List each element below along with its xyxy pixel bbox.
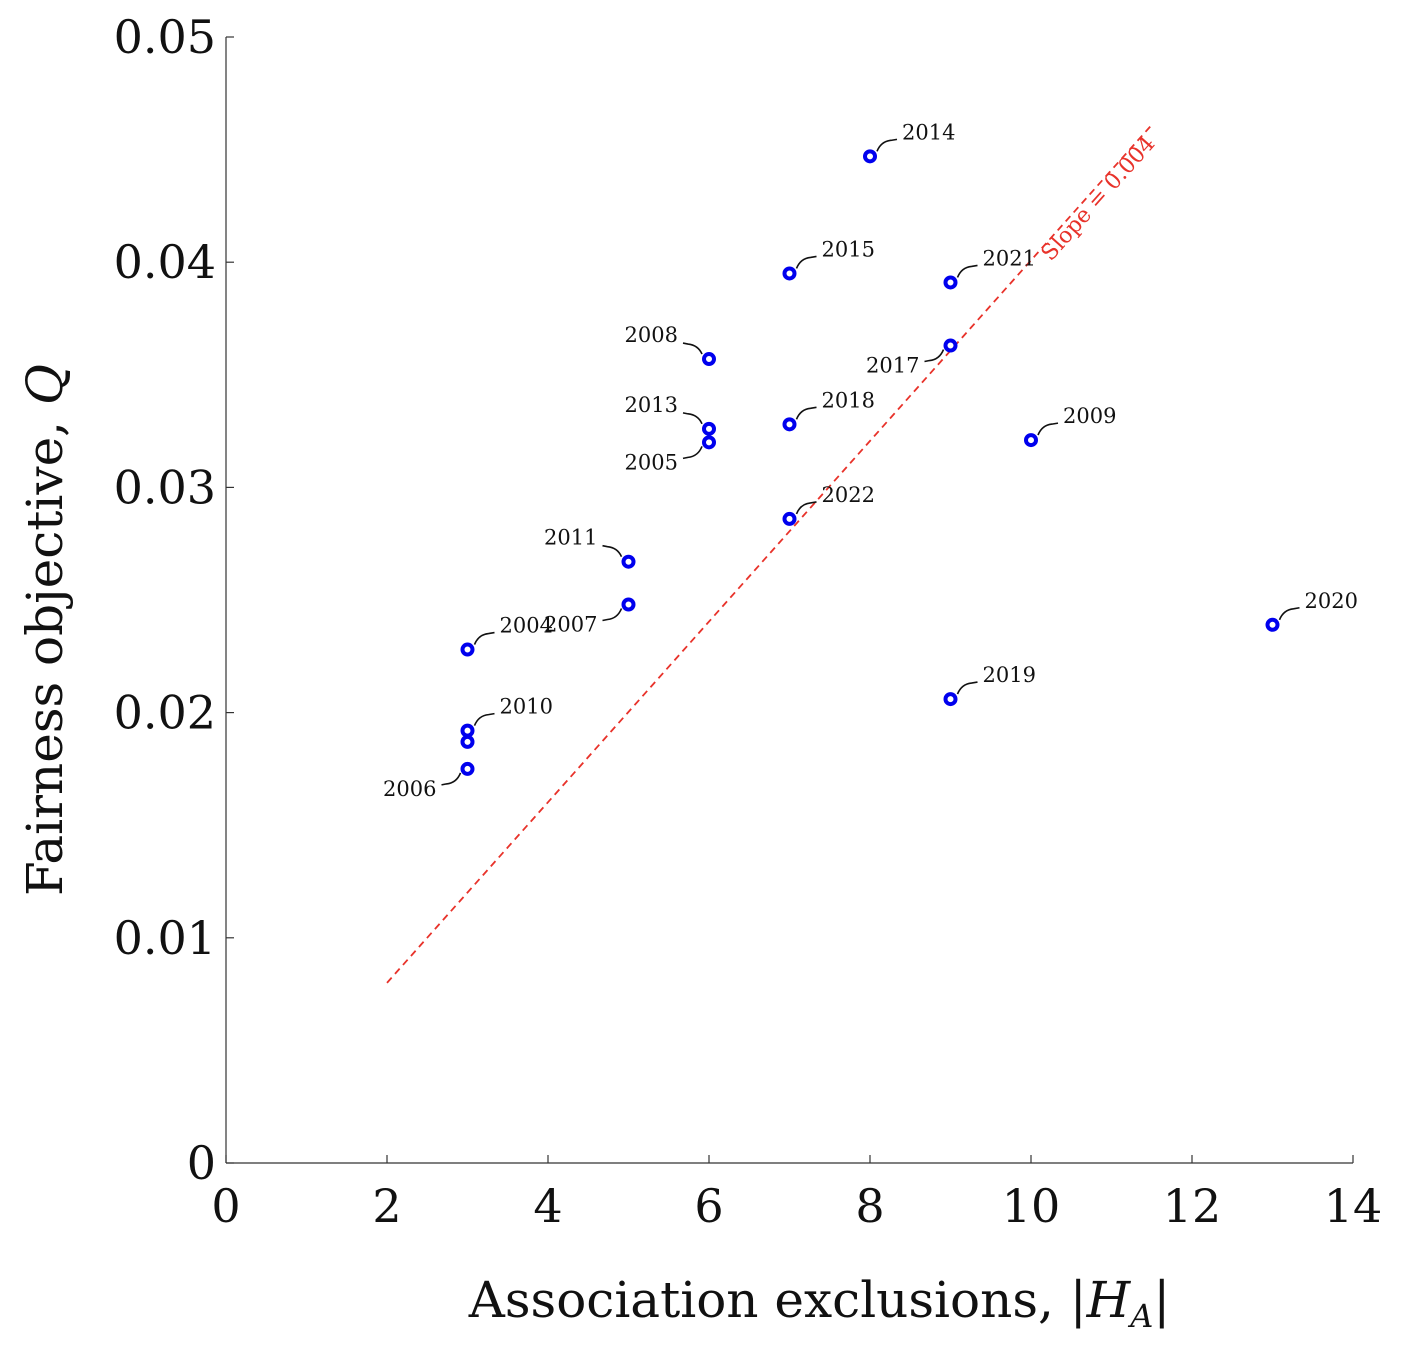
data-point bbox=[782, 511, 797, 526]
point-leader-line bbox=[602, 608, 623, 622]
data-points: 2004 2005 2006 2007 2008 2009 2010 2011 2013 2014… bbox=[383, 120, 1358, 801]
point-leader-line bbox=[795, 406, 817, 420]
data-point bbox=[1024, 433, 1038, 448]
data-point bbox=[782, 266, 797, 281]
x-axis-title-end: | bbox=[1153, 1271, 1170, 1329]
data-point bbox=[943, 692, 958, 707]
point-label: 2020 bbox=[1305, 589, 1358, 613]
data-point bbox=[460, 761, 475, 776]
data-point bbox=[460, 723, 475, 738]
x-tick-label: 0 bbox=[211, 1179, 240, 1233]
point-label: 2008 bbox=[625, 323, 678, 347]
data-point bbox=[621, 554, 636, 569]
point-label: 2021 bbox=[983, 246, 1036, 270]
point-leader-line bbox=[795, 501, 817, 515]
point-label: 2013 bbox=[625, 393, 678, 417]
point-leader-line bbox=[473, 631, 495, 645]
y-tick-label: 0.02 bbox=[114, 686, 216, 740]
point-leader-line bbox=[1278, 606, 1300, 621]
y-axis-title-text: Fairness objective, bbox=[16, 421, 74, 896]
point-leader-line bbox=[876, 138, 898, 152]
data-point bbox=[1265, 617, 1280, 632]
data-point bbox=[943, 275, 958, 290]
data-point bbox=[621, 597, 636, 612]
y-axis-title-math: Q bbox=[16, 364, 74, 405]
x-tick-label: 12 bbox=[1163, 1179, 1222, 1233]
point-leader-line bbox=[1037, 422, 1059, 436]
point-label: 2018 bbox=[822, 388, 875, 412]
data-point bbox=[702, 435, 716, 450]
y-tick-label: 0.03 bbox=[114, 460, 216, 514]
point-label: 2022 bbox=[822, 483, 875, 507]
point-label: 2014 bbox=[902, 120, 955, 144]
point-leader-line bbox=[473, 712, 495, 726]
point-label: 2006 bbox=[383, 777, 436, 801]
y-tick-label: 0.05 bbox=[114, 10, 216, 64]
point-label: 2005 bbox=[625, 450, 678, 474]
x-tick-label: 6 bbox=[694, 1179, 723, 1233]
data-point bbox=[782, 417, 797, 432]
point-label: 2015 bbox=[822, 237, 875, 261]
point-leader-line bbox=[956, 681, 978, 695]
point-leader-line bbox=[924, 349, 945, 363]
point-label: 2019 bbox=[983, 663, 1036, 687]
point-leader-line bbox=[682, 412, 703, 425]
point-leader-line bbox=[682, 446, 703, 460]
fit-line bbox=[386, 124, 1153, 984]
point-label: 2009 bbox=[1063, 404, 1116, 428]
point-label: 2011 bbox=[544, 526, 597, 550]
point-leader-line bbox=[956, 264, 978, 278]
data-point bbox=[863, 149, 877, 164]
x-axis-title-text: Association exclusions, bbox=[468, 1271, 1054, 1329]
point-leader-line bbox=[441, 772, 462, 786]
data-point bbox=[702, 421, 716, 436]
y-tick-label: 0.01 bbox=[114, 911, 216, 965]
fit-line-label: Slope = 0.004 bbox=[1037, 132, 1161, 266]
axes: 0 2 4 6 8 10 12 14 0 0.01 0.02 0.03 0.04 0.05 bbox=[114, 10, 1383, 1233]
point-label: 2007 bbox=[544, 613, 597, 637]
point-label: 2017 bbox=[866, 354, 919, 378]
data-point bbox=[460, 734, 475, 749]
x-tick-label: 2 bbox=[372, 1179, 401, 1233]
y-tick-label: 0.04 bbox=[114, 235, 216, 289]
data-point bbox=[943, 338, 958, 353]
y-axis-title: Fairness objective, Q bbox=[16, 364, 74, 896]
x-tick-label: 4 bbox=[533, 1179, 562, 1233]
data-point bbox=[702, 352, 716, 367]
x-axis-title-math: |H bbox=[1070, 1271, 1132, 1329]
x-tick-label: 8 bbox=[855, 1179, 884, 1233]
x-axis-title-subscript: A bbox=[1127, 1297, 1153, 1335]
point-label: 2004 bbox=[500, 614, 553, 638]
point-leader-line bbox=[602, 544, 623, 558]
x-axis-title: Association exclusions, |HA| bbox=[468, 1271, 1170, 1335]
fit-line-group: Slope = 0.004 bbox=[386, 124, 1161, 984]
y-ticks: 0 0.01 0.02 0.03 0.04 0.05 bbox=[114, 10, 234, 1190]
point-leader-line bbox=[682, 342, 703, 355]
point-label: 2010 bbox=[500, 695, 553, 719]
x-ticks: 0 2 4 6 8 10 12 14 bbox=[211, 1155, 1382, 1233]
point-leader-line bbox=[795, 255, 817, 269]
y-tick-label: 0 bbox=[187, 1136, 216, 1190]
data-point bbox=[460, 642, 475, 657]
x-tick-label: 14 bbox=[1324, 1179, 1383, 1233]
x-tick-label: 10 bbox=[1002, 1179, 1061, 1233]
